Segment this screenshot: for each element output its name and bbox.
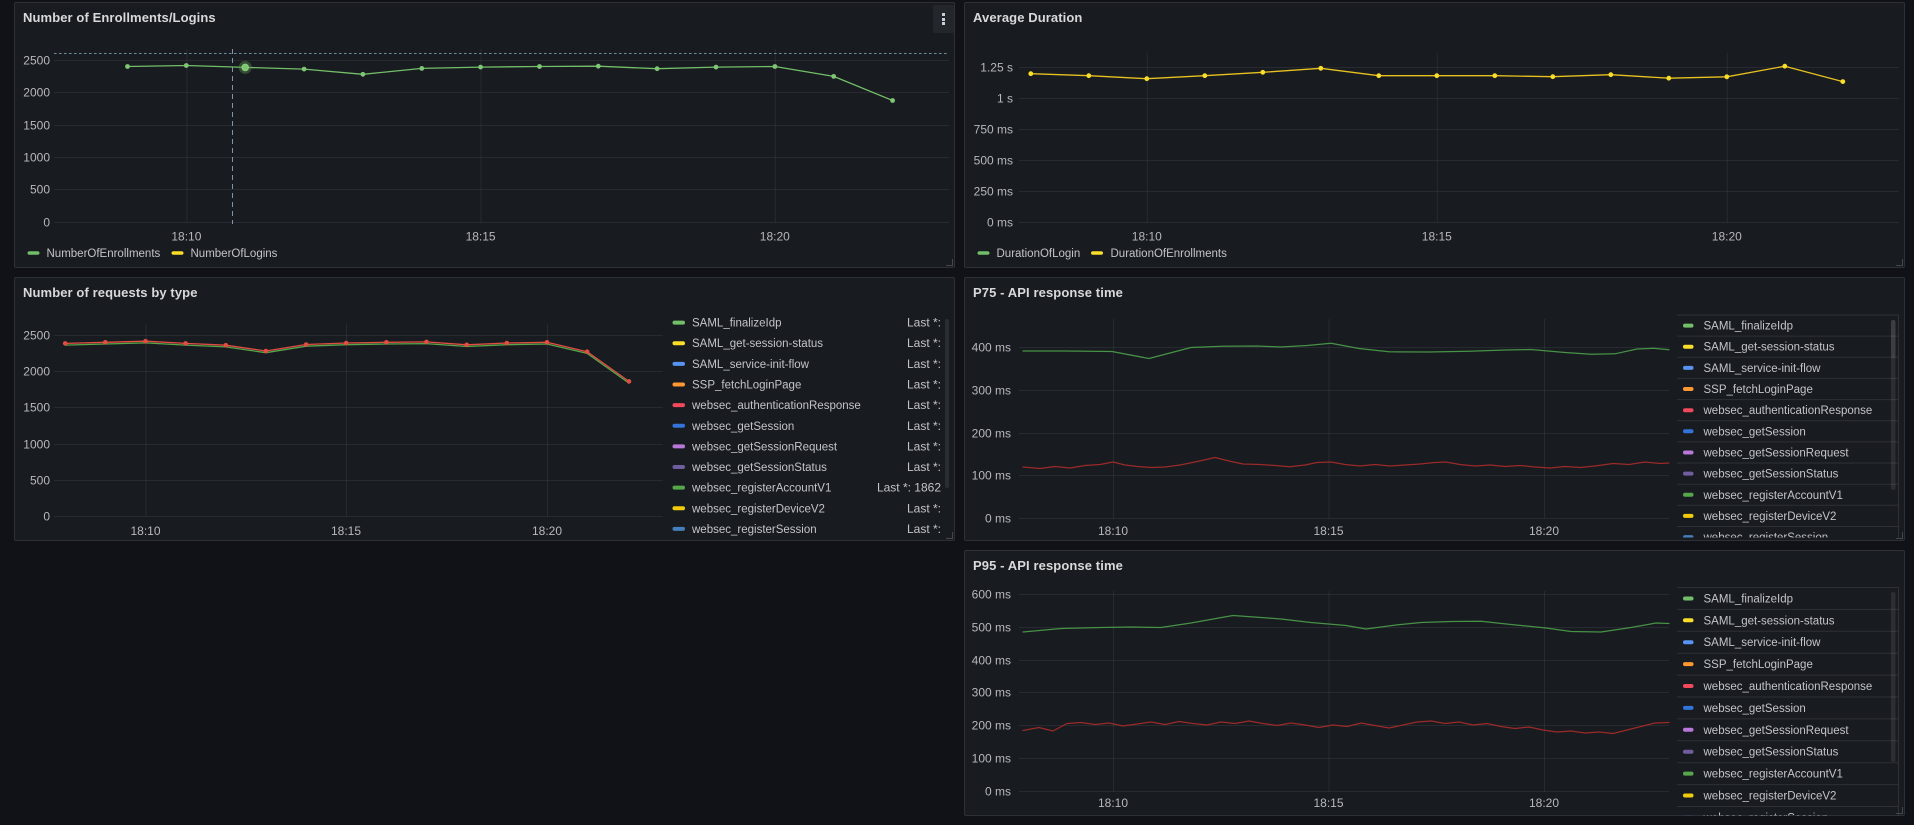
svg-text:SAML_service-init-flow: SAML_service-init-flow — [1704, 363, 1822, 375]
svg-text:300 ms: 300 ms — [972, 686, 1011, 700]
svg-text:200 ms: 200 ms — [972, 719, 1011, 733]
svg-text:websec_registerDeviceV2: websec_registerDeviceV2 — [1703, 511, 1837, 523]
svg-text:websec_registerAccountV1: websec_registerAccountV1 — [1703, 769, 1843, 781]
svg-text:DurationOfEnrollments: DurationOfEnrollments — [1111, 248, 1228, 260]
svg-text:500 ms: 500 ms — [974, 154, 1013, 168]
svg-text:600 ms: 600 ms — [972, 588, 1011, 602]
svg-text:websec_registerSession: websec_registerSession — [1703, 812, 1829, 817]
svg-text:18:10: 18:10 — [1098, 796, 1128, 810]
svg-text:500: 500 — [30, 474, 50, 488]
svg-text:18:10: 18:10 — [171, 230, 201, 244]
svg-text:SAML_get-session-status: SAML_get-session-status — [692, 338, 823, 350]
svg-text:750 ms: 750 ms — [974, 123, 1013, 137]
svg-text:websec_registerDeviceV2: websec_registerDeviceV2 — [691, 503, 825, 515]
svg-text:SAML_service-init-flow: SAML_service-init-flow — [1704, 637, 1822, 649]
svg-text:18:10: 18:10 — [1132, 230, 1162, 244]
svg-text:18:10: 18:10 — [130, 524, 160, 538]
svg-text:0: 0 — [43, 216, 50, 230]
svg-text:SAML_service-init-flow: SAML_service-init-flow — [692, 359, 810, 371]
svg-text:500 ms: 500 ms — [972, 621, 1011, 635]
svg-text:NumberOfEnrollments: NumberOfEnrollments — [47, 248, 161, 260]
svg-text:SAML_get-session-status: SAML_get-session-status — [1704, 342, 1835, 354]
svg-text:18:15: 18:15 — [1313, 796, 1343, 810]
svg-text:Last *:: Last *: — [907, 501, 941, 515]
svg-text:websec_getSession: websec_getSession — [1703, 703, 1806, 715]
svg-text:websec_getSessionStatus: websec_getSessionStatus — [691, 462, 827, 474]
svg-text:1000: 1000 — [23, 151, 50, 165]
svg-text:websec_authenticationResponse: websec_authenticationResponse — [1703, 681, 1873, 693]
svg-text:Last *:: Last *: — [907, 378, 941, 392]
svg-text:Last *:: Last *: — [907, 419, 941, 433]
svg-text:SSP_fetchLoginPage: SSP_fetchLoginPage — [1704, 384, 1813, 396]
svg-text:18:15: 18:15 — [466, 230, 496, 244]
svg-text:100 ms: 100 ms — [972, 469, 1011, 483]
svg-text:0 ms: 0 ms — [985, 512, 1011, 526]
svg-text:SAML_finalizeIdp: SAML_finalizeIdp — [692, 318, 782, 330]
svg-text:18:15: 18:15 — [1313, 524, 1343, 538]
svg-text:2500: 2500 — [23, 54, 50, 68]
svg-text:websec_getSessionRequest: websec_getSessionRequest — [1703, 448, 1850, 460]
svg-text:18:20: 18:20 — [1529, 524, 1559, 538]
svg-text:300 ms: 300 ms — [972, 384, 1011, 398]
svg-text:Last *:: Last *: — [907, 316, 941, 330]
svg-text:SSP_fetchLoginPage: SSP_fetchLoginPage — [692, 380, 801, 392]
svg-text:websec_getSessionRequest: websec_getSessionRequest — [1703, 725, 1850, 737]
svg-text:websec_getSession: websec_getSession — [1703, 426, 1806, 438]
svg-text:DurationOfLogin: DurationOfLogin — [997, 248, 1081, 260]
svg-text:websec_authenticationResponse: websec_authenticationResponse — [691, 400, 861, 412]
svg-text:18:20: 18:20 — [532, 524, 562, 538]
svg-text:Last *: 1862: Last *: 1862 — [877, 481, 941, 495]
svg-text:websec_getSession: websec_getSession — [691, 421, 794, 433]
svg-text:18:20: 18:20 — [1529, 796, 1559, 810]
svg-text:1500: 1500 — [23, 401, 50, 415]
svg-text:200 ms: 200 ms — [972, 427, 1011, 441]
svg-text:SSP_fetchLoginPage: SSP_fetchLoginPage — [1704, 659, 1813, 671]
svg-text:websec_getSessionStatus: websec_getSessionStatus — [1703, 747, 1839, 759]
svg-text:websec_registerAccountV1: websec_registerAccountV1 — [1703, 490, 1843, 502]
svg-text:websec_registerSession: websec_registerSession — [691, 524, 817, 536]
svg-text:1500: 1500 — [23, 119, 50, 133]
svg-text:500: 500 — [30, 183, 50, 197]
svg-text:SAML_get-session-status: SAML_get-session-status — [1704, 615, 1835, 627]
svg-text:0: 0 — [43, 510, 50, 524]
svg-text:0 ms: 0 ms — [985, 785, 1011, 799]
svg-text:18:10: 18:10 — [1098, 524, 1128, 538]
svg-text:18:20: 18:20 — [760, 230, 790, 244]
svg-text:0 ms: 0 ms — [987, 216, 1013, 230]
svg-text:Last *:: Last *: — [907, 398, 941, 412]
svg-text:SAML_finalizeIdp: SAML_finalizeIdp — [1704, 321, 1794, 333]
svg-text:100 ms: 100 ms — [972, 752, 1011, 766]
svg-text:Last *:: Last *: — [907, 439, 941, 453]
svg-text:websec_getSessionStatus: websec_getSessionStatus — [1703, 469, 1839, 481]
svg-text:400 ms: 400 ms — [972, 341, 1011, 355]
svg-text:1000: 1000 — [23, 438, 50, 452]
svg-text:websec_registerDeviceV2: websec_registerDeviceV2 — [1703, 791, 1837, 803]
svg-text:250 ms: 250 ms — [974, 185, 1013, 199]
svg-text:18:15: 18:15 — [331, 524, 361, 538]
svg-text:Last *:: Last *: — [907, 460, 941, 474]
svg-text:2500: 2500 — [23, 329, 50, 343]
svg-text:websec_registerSession: websec_registerSession — [1703, 532, 1829, 542]
svg-text:2000: 2000 — [23, 365, 50, 379]
svg-text:400 ms: 400 ms — [972, 654, 1011, 668]
svg-text:websec_authenticationResponse: websec_authenticationResponse — [1703, 405, 1873, 417]
svg-text:18:20: 18:20 — [1712, 230, 1742, 244]
svg-text:websec_registerAccountV1: websec_registerAccountV1 — [691, 483, 831, 495]
svg-text:1.25 s: 1.25 s — [980, 61, 1013, 75]
svg-text:1 s: 1 s — [997, 92, 1013, 106]
svg-text:NumberOfLogins: NumberOfLogins — [191, 248, 278, 260]
svg-text:Last *:: Last *: — [907, 522, 941, 536]
svg-text:Last *:: Last *: — [907, 336, 941, 350]
svg-text:2000: 2000 — [23, 86, 50, 100]
svg-text:18:15: 18:15 — [1422, 230, 1452, 244]
svg-text:Last *:: Last *: — [907, 357, 941, 371]
svg-text:websec_getSessionRequest: websec_getSessionRequest — [691, 441, 838, 453]
svg-text:SAML_finalizeIdp: SAML_finalizeIdp — [1704, 594, 1794, 606]
